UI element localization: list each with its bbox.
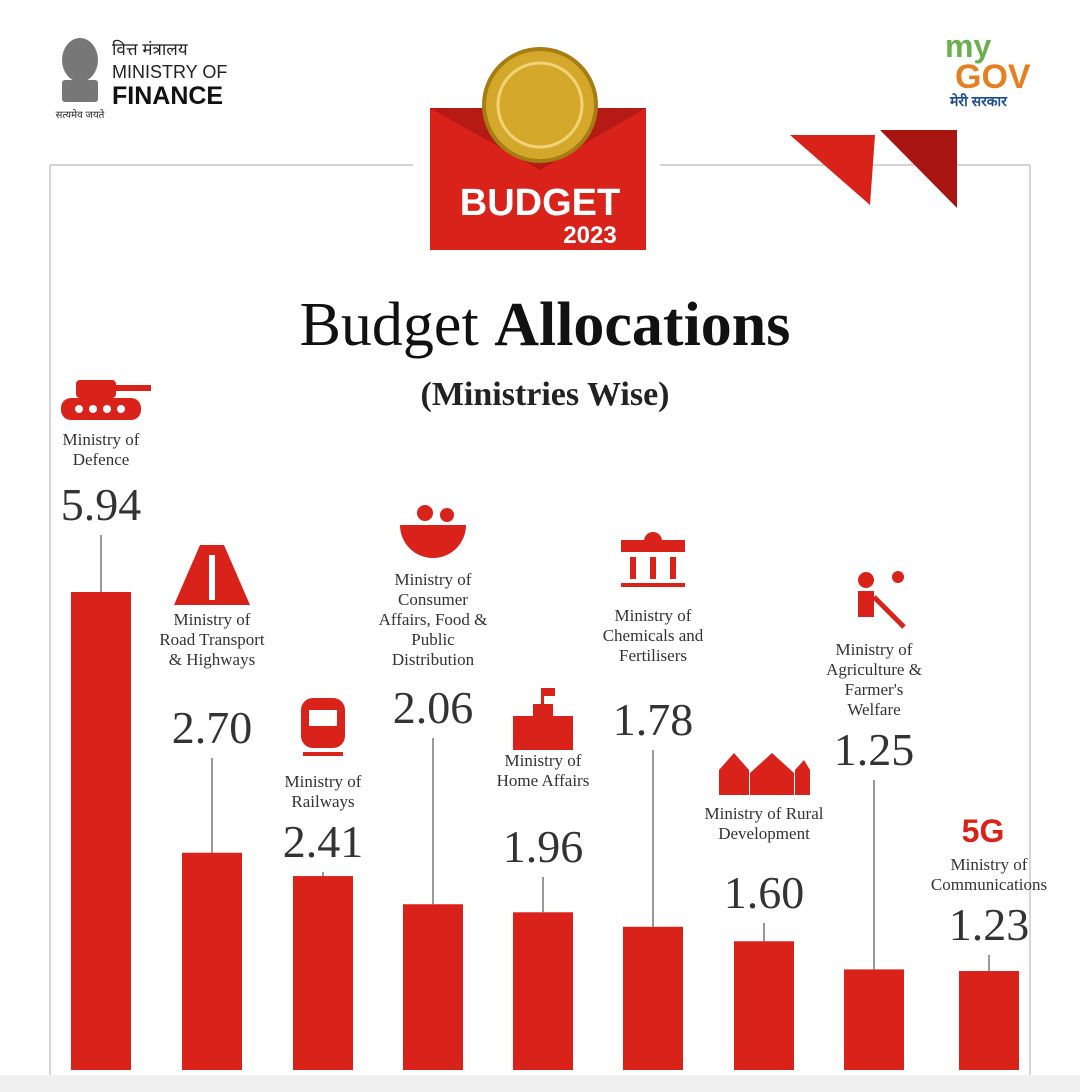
chart-title: Budget Allocations	[300, 291, 791, 359]
frame	[49, 164, 1031, 1075]
category-label: Ministry of Defence	[62, 430, 140, 469]
icon-part	[76, 380, 116, 398]
mygov-gov: GOV	[955, 58, 1031, 96]
budget-badge: BUDGET 2023	[430, 47, 646, 250]
value-label: 2.06	[392, 682, 474, 733]
deco-triangle	[790, 135, 875, 205]
category-label: Ministry of Railways	[284, 772, 362, 811]
motto: सत्यमेव जयते	[56, 109, 105, 121]
bar	[71, 592, 131, 1070]
icon-part	[892, 571, 904, 583]
bar	[403, 904, 463, 1070]
emblem	[62, 38, 98, 102]
deco-triangle	[880, 130, 957, 208]
badge-year: 2023	[563, 222, 616, 249]
category-label: Ministry of Chemicals and Fertilisers	[602, 606, 704, 665]
value-label: 1.96	[502, 821, 584, 872]
icon-part	[541, 688, 544, 706]
icon-part	[670, 557, 676, 579]
category-label: Ministry of Agriculture & Farmer's Welfa…	[826, 640, 922, 719]
icon-part	[400, 525, 466, 558]
bar	[959, 971, 1019, 1070]
icon-part	[858, 572, 874, 588]
bar	[623, 926, 683, 1070]
icon-part	[75, 405, 83, 413]
bar	[513, 912, 573, 1070]
icon-part	[621, 583, 685, 587]
icon-part	[644, 532, 662, 550]
icon-part	[209, 555, 215, 600]
icon-part	[111, 385, 151, 391]
value-label: 2.41	[282, 816, 364, 867]
icon-part	[543, 688, 555, 696]
icon-part	[417, 505, 433, 521]
emblem-hindi: वित्त मंत्रालय	[112, 39, 189, 59]
category-label: Ministry of Communications	[930, 855, 1048, 894]
icon-part	[103, 405, 111, 413]
icon-text: 5G	[962, 813, 1005, 849]
value-label: 5.94	[60, 479, 142, 530]
icon-part	[117, 405, 125, 413]
category-label: Ministry of Rural Development	[704, 804, 824, 843]
bar	[182, 852, 242, 1070]
icon-part	[309, 710, 337, 726]
chart-subtitle: (Ministries Wise)	[421, 376, 670, 413]
title-regular: Budget	[300, 291, 479, 359]
category-label: Ministry of Home Affairs	[496, 751, 590, 790]
icon-part	[650, 557, 656, 579]
icon-part	[872, 595, 906, 629]
icon-part	[750, 753, 794, 795]
icon-part	[795, 760, 810, 795]
value-label: 1.25	[833, 724, 915, 775]
icon-part	[858, 591, 874, 617]
value-label: 1.23	[948, 899, 1030, 950]
icon-part	[303, 752, 343, 756]
icon-part	[61, 398, 141, 420]
category-label: Ministry of Road Transport & Highways	[159, 610, 265, 669]
icon-part	[89, 405, 97, 413]
badge-word: BUDGET	[460, 182, 620, 224]
mygov-my: my	[945, 28, 991, 64]
bar	[734, 941, 794, 1070]
icon-part	[719, 753, 749, 795]
value-label: 2.70	[171, 702, 253, 753]
bottom-band	[0, 1075, 1080, 1092]
icon-part	[533, 704, 553, 718]
ministry-line1: MINISTRY OF	[112, 62, 227, 82]
category-label: Ministry of Consumer Affairs, Food & Pub…	[378, 570, 488, 669]
bar	[844, 969, 904, 1070]
value-label: 1.78	[612, 694, 694, 745]
ministry-line2: FINANCE	[112, 82, 223, 110]
value-label: 1.60	[723, 867, 805, 918]
bar	[293, 876, 353, 1070]
icon-part	[630, 557, 636, 579]
title-bold: Allocations	[494, 291, 790, 359]
icon-part	[440, 508, 454, 522]
mygov-hindi: मेरी सरकार	[949, 93, 1008, 109]
icon-part	[513, 716, 573, 750]
